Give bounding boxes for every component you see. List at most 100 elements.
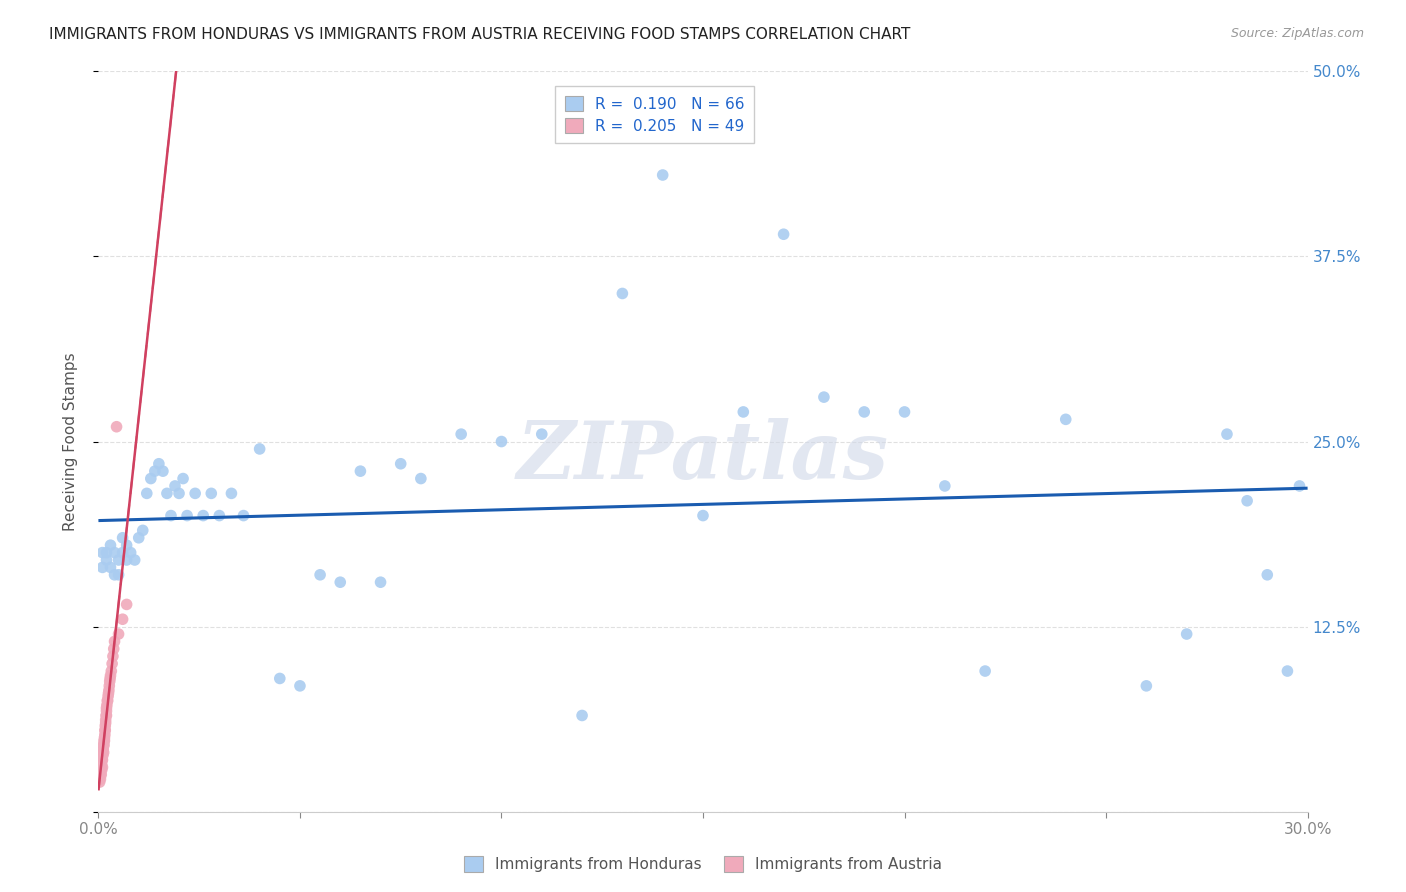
Point	[93, 731, 115, 745]
Point	[167, 486, 190, 500]
Point	[89, 772, 111, 786]
Point	[93, 733, 115, 747]
Point	[1256, 567, 1278, 582]
Point	[115, 538, 138, 552]
Point	[651, 168, 673, 182]
Point	[329, 575, 352, 590]
Point	[349, 464, 371, 478]
Point	[93, 738, 115, 752]
Point	[115, 598, 138, 612]
Point	[612, 286, 634, 301]
Point	[370, 575, 392, 590]
Point	[813, 390, 835, 404]
Point	[103, 546, 125, 560]
Point	[450, 427, 472, 442]
Point	[100, 664, 122, 678]
Point	[91, 738, 114, 752]
Point	[1054, 412, 1077, 426]
Legend: R =  0.190   N = 66, R =  0.205   N = 49: R = 0.190 N = 66, R = 0.205 N = 49	[555, 87, 754, 143]
Text: ZIPatlas: ZIPatlas	[517, 417, 889, 495]
Point	[98, 674, 121, 689]
Point	[100, 560, 122, 574]
Point	[409, 471, 432, 485]
Point	[193, 508, 215, 523]
Point	[94, 723, 117, 738]
Y-axis label: Receiving Food Stamps: Receiving Food Stamps	[63, 352, 77, 531]
Point	[733, 405, 755, 419]
Point	[176, 508, 198, 523]
Point	[94, 715, 117, 730]
Point	[893, 405, 915, 419]
Point	[90, 760, 112, 774]
Point	[101, 649, 124, 664]
Point	[1236, 493, 1258, 508]
Point	[115, 553, 138, 567]
Point	[91, 753, 114, 767]
Point	[96, 698, 118, 712]
Point	[96, 694, 118, 708]
Point	[97, 686, 120, 700]
Point	[96, 708, 118, 723]
Point	[1288, 479, 1310, 493]
Point	[91, 560, 114, 574]
Point	[93, 746, 115, 760]
Point	[163, 479, 186, 493]
Point	[288, 679, 311, 693]
Point	[89, 767, 111, 781]
Point	[91, 760, 114, 774]
Point	[853, 405, 876, 419]
Point	[100, 538, 122, 552]
Point	[97, 694, 120, 708]
Point	[571, 708, 593, 723]
Point	[1216, 427, 1239, 442]
Point	[103, 641, 125, 656]
Point	[143, 464, 166, 478]
Point	[530, 427, 553, 442]
Point	[100, 668, 122, 682]
Point	[172, 471, 194, 485]
Point	[91, 753, 114, 767]
Point	[103, 634, 125, 648]
Point	[91, 742, 114, 756]
Point	[1135, 679, 1157, 693]
Point	[139, 471, 162, 485]
Point	[772, 227, 794, 242]
Point	[96, 546, 118, 560]
Point	[135, 486, 157, 500]
Point	[94, 708, 117, 723]
Point	[934, 479, 956, 493]
Point	[96, 553, 118, 567]
Point	[232, 508, 254, 523]
Point	[309, 567, 332, 582]
Point	[208, 508, 231, 523]
Point	[111, 612, 134, 626]
Point	[94, 719, 117, 733]
Point	[692, 508, 714, 523]
Point	[269, 672, 291, 686]
Point	[148, 457, 170, 471]
Point	[90, 757, 112, 772]
Point	[111, 531, 134, 545]
Point	[107, 567, 129, 582]
Point	[96, 701, 118, 715]
Point	[249, 442, 271, 456]
Point	[389, 457, 412, 471]
Text: Source: ZipAtlas.com: Source: ZipAtlas.com	[1230, 27, 1364, 40]
Point	[152, 464, 174, 478]
Point	[97, 690, 120, 704]
Point	[221, 486, 243, 500]
Point	[105, 419, 128, 434]
Point	[98, 679, 121, 693]
Point	[93, 733, 115, 747]
Point	[132, 524, 155, 538]
Point	[90, 767, 112, 781]
Point	[96, 704, 118, 718]
Point	[91, 546, 114, 560]
Point	[89, 775, 111, 789]
Point	[491, 434, 513, 449]
Point	[90, 764, 112, 778]
Point	[1277, 664, 1299, 678]
Point	[101, 657, 124, 671]
Text: IMMIGRANTS FROM HONDURAS VS IMMIGRANTS FROM AUSTRIA RECEIVING FOOD STAMPS CORREL: IMMIGRANTS FROM HONDURAS VS IMMIGRANTS F…	[49, 27, 911, 42]
Point	[1175, 627, 1198, 641]
